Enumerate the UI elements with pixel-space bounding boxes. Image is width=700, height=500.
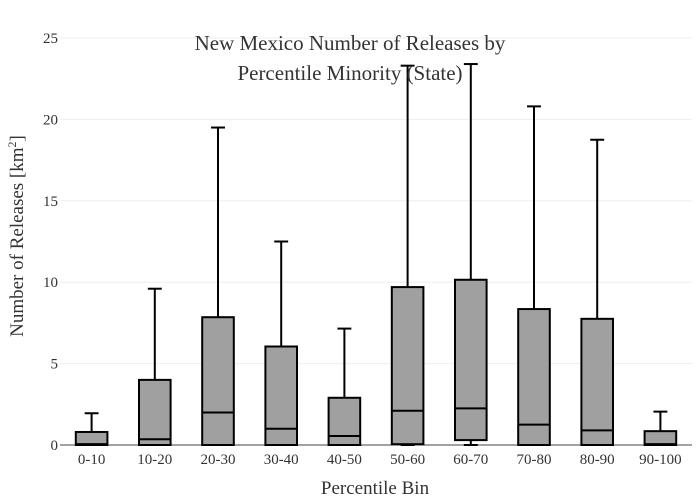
y-tick-label: 25 xyxy=(43,31,58,47)
x-tick-label: 40-50 xyxy=(327,452,362,468)
x-tick-label: 60-70 xyxy=(453,452,488,468)
y-tick-label: 20 xyxy=(43,112,58,128)
x-tick-label: 20-30 xyxy=(201,452,236,468)
box-body xyxy=(201,316,235,446)
box-60-70 xyxy=(454,63,488,446)
x-tick-label: 10-20 xyxy=(137,452,172,468)
box-body xyxy=(454,278,488,442)
box-90-100 xyxy=(643,410,678,446)
box-0-10 xyxy=(74,412,109,447)
chart-title-line-2: Percentile Minority (State) xyxy=(237,61,462,85)
y-tick-label: 5 xyxy=(51,357,59,373)
chart-title-line-1: New Mexico Number of Releases by xyxy=(195,31,506,55)
y-axis-label-close: ] xyxy=(7,135,28,141)
y-tick-label: 10 xyxy=(43,275,58,291)
x-axis-ticks: 0-10 10-20 20-30 30-40 40-50 50-60 60-70 70-80 8… xyxy=(78,452,682,468)
x-tick-label: 50-60 xyxy=(390,452,425,468)
box-50-60 xyxy=(390,64,425,446)
boxes xyxy=(74,63,678,447)
x-tick-label: 90-100 xyxy=(639,452,682,468)
box-30-40 xyxy=(264,240,298,447)
box-40-50 xyxy=(327,327,362,446)
y-axis-ticks: 0 5 10 15 20 25 xyxy=(43,31,58,454)
y-tick-label: 15 xyxy=(43,194,58,210)
box-body xyxy=(138,378,172,447)
y-axis-label: Number of Releases [km2] xyxy=(5,135,28,337)
box-body xyxy=(517,308,551,447)
box-body xyxy=(74,430,109,447)
y-axis-label-superscript: 2 xyxy=(5,141,19,147)
x-tick-label: 70-80 xyxy=(517,452,552,468)
box-body xyxy=(580,317,615,446)
y-tick-label: 0 xyxy=(51,438,59,454)
box-20-30 xyxy=(201,126,235,446)
box-body xyxy=(390,286,425,446)
x-tick-label: 0-10 xyxy=(78,452,106,468)
box-10-20 xyxy=(138,287,172,447)
box-body xyxy=(264,345,298,447)
box-70-80 xyxy=(517,105,551,447)
x-tick-label: 80-90 xyxy=(580,452,615,468)
x-tick-label: 30-40 xyxy=(264,452,299,468)
box-body xyxy=(643,430,678,446)
y-axis-label-main: Number of Releases [km xyxy=(7,147,28,337)
box-body xyxy=(327,396,362,446)
box-80-90 xyxy=(580,138,615,446)
x-axis-label: Percentile Bin xyxy=(321,478,430,499)
